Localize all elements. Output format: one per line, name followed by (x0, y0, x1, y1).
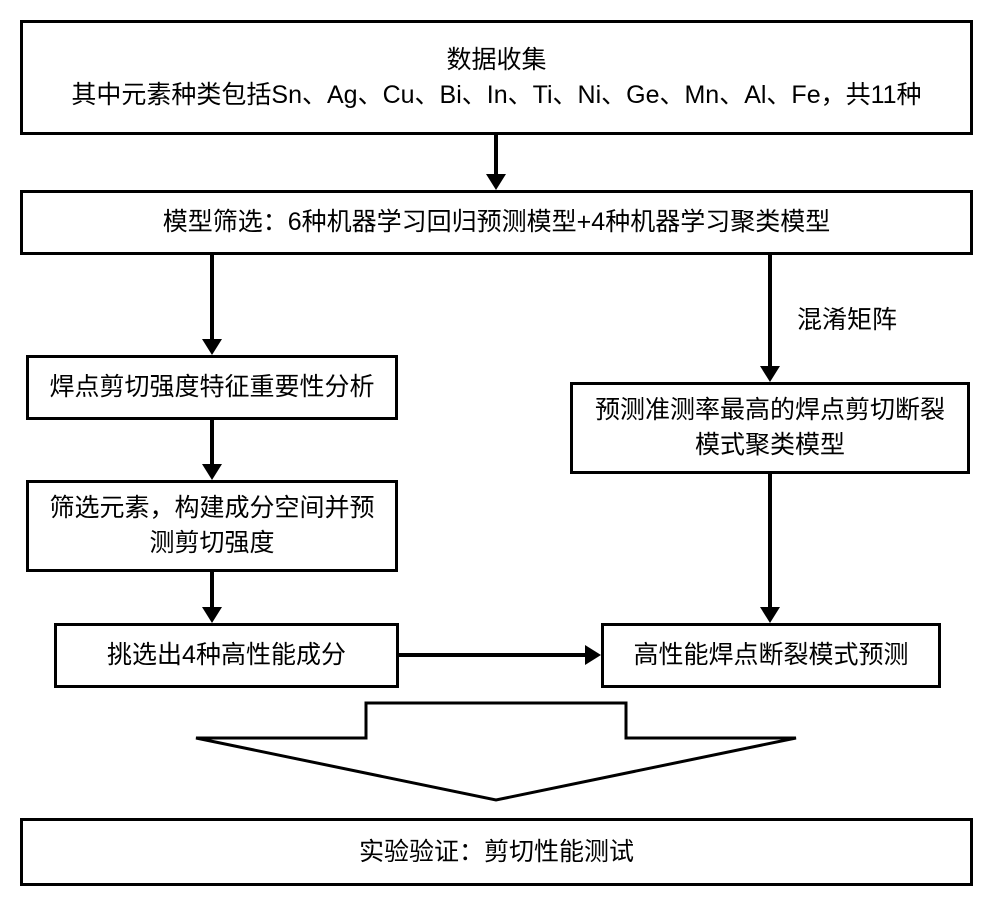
edge-n3-n5-line (210, 420, 214, 464)
node-model-selection: 模型筛选：6种机器学习回归预测模型+4种机器学习聚类模型 (20, 190, 973, 255)
edge-n4-n7-line (768, 474, 772, 607)
node-text: 筛选元素，构建成分空间并预测剪切强度 (41, 491, 383, 561)
node-data-collection: 数据收集其中元素种类包括Sn、Ag、Cu、Bi、In、Ti、Ni、Ge、Mn、A… (20, 20, 973, 135)
node-clustering-model: 预测准测率最高的焊点剪切断裂模式聚类模型 (570, 382, 970, 474)
node-text: 实验验证：剪切性能测试 (359, 835, 634, 870)
edge-n4-n7-head (760, 607, 780, 623)
node-text: 焊点剪切强度特征重要性分析 (49, 370, 374, 405)
edge-n5-n6-line (210, 572, 214, 607)
edge-n6-n7-head (585, 645, 601, 665)
edge-n3-n5-head (202, 464, 222, 480)
node-text: 模型筛选：6种机器学习回归预测模型+4种机器学习聚类模型 (163, 205, 830, 240)
edge-n5-n6-head (202, 607, 222, 623)
node-select-compositions: 挑选出4种高性能成分 (54, 623, 399, 688)
edge-n6-n7-line (399, 653, 585, 657)
node-text: 数据收集其中元素种类包括Sn、Ag、Cu、Bi、In、Ti、Ni、Ge、Mn、A… (71, 43, 921, 113)
edge-label-text: 混淆矩阵 (797, 306, 897, 334)
node-element-filter: 筛选元素，构建成分空间并预测剪切强度 (26, 480, 398, 572)
edge-n2-n4-label: 混淆矩阵 (797, 300, 897, 336)
edge-n2-n3-line (210, 255, 214, 339)
node-text: 高性能焊点断裂模式预测 (633, 638, 908, 673)
edge-n1-n2-line (494, 135, 498, 174)
node-feature-importance: 焊点剪切强度特征重要性分析 (26, 355, 398, 420)
node-text: 挑选出4种高性能成分 (107, 638, 346, 673)
flowchart-container: 数据收集其中元素种类包括Sn、Ag、Cu、Bi、In、Ti、Ni、Ge、Mn、A… (0, 0, 1000, 903)
edge-n2-n4-head (760, 366, 780, 382)
edge-n1-n2-head (486, 174, 506, 190)
node-text: 预测准测率最高的焊点剪切断裂模式聚类模型 (585, 393, 955, 463)
node-experiment-validation: 实验验证：剪切性能测试 (20, 818, 973, 886)
big-arrow-icon (166, 700, 826, 805)
edge-n2-n4-line (768, 255, 772, 366)
edge-n2-n3-head (202, 339, 222, 355)
node-fracture-prediction: 高性能焊点断裂模式预测 (601, 623, 941, 688)
